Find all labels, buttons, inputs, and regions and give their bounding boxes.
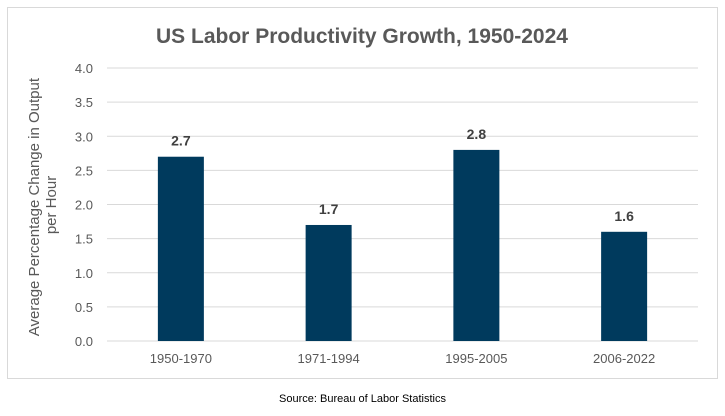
bar	[601, 231, 648, 341]
y-tick-label: 3.0	[75, 129, 93, 144]
data-label: 2.8	[467, 126, 487, 142]
y-tick-label: 4.0	[75, 61, 93, 76]
x-tick-label: 1971-1994	[298, 351, 360, 366]
y-axis-label-line-2: per Hour	[43, 176, 60, 234]
y-axis-label-line-1: Average Percentage Change in Output	[26, 77, 43, 336]
data-labels: 2.7 1.7 2.8 1.6	[171, 126, 634, 224]
y-tick-label: 2.0	[75, 198, 93, 213]
x-tick-labels: 1950-1970 1971-1994 1995-2005 2006-2022	[150, 351, 655, 366]
y-tick-label: 3.5	[75, 95, 93, 110]
x-tick-label: 1950-1970	[150, 351, 212, 366]
y-tick-label: 0.0	[75, 334, 93, 349]
gridlines	[107, 67, 698, 342]
y-axis-label: Average Percentage Change in Output per …	[26, 74, 60, 336]
chart-title: US Labor Productivity Growth, 1950-2024	[156, 25, 568, 48]
x-tick-label: 1995-2005	[445, 351, 507, 366]
y-tick-labels: 0.0 0.5 1.0 1.5 2.0 2.5 3.0 3.5 4.0	[75, 61, 93, 349]
data-label: 1.7	[319, 201, 339, 217]
source-note: Source: Bureau of Labor Statistics	[279, 393, 446, 405]
bars	[157, 149, 648, 341]
data-label: 2.7	[171, 133, 191, 149]
data-label: 1.6	[614, 208, 634, 224]
y-tick-label: 2.5	[75, 163, 93, 178]
x-tick-label: 2006-2022	[593, 351, 655, 366]
chart-frame	[7, 7, 718, 379]
y-tick-label: 1.5	[75, 232, 93, 247]
y-tick-label: 0.5	[75, 300, 93, 315]
bar	[305, 224, 352, 341]
bar	[157, 156, 204, 341]
bar	[453, 149, 500, 341]
y-tick-label: 1.0	[75, 266, 93, 281]
